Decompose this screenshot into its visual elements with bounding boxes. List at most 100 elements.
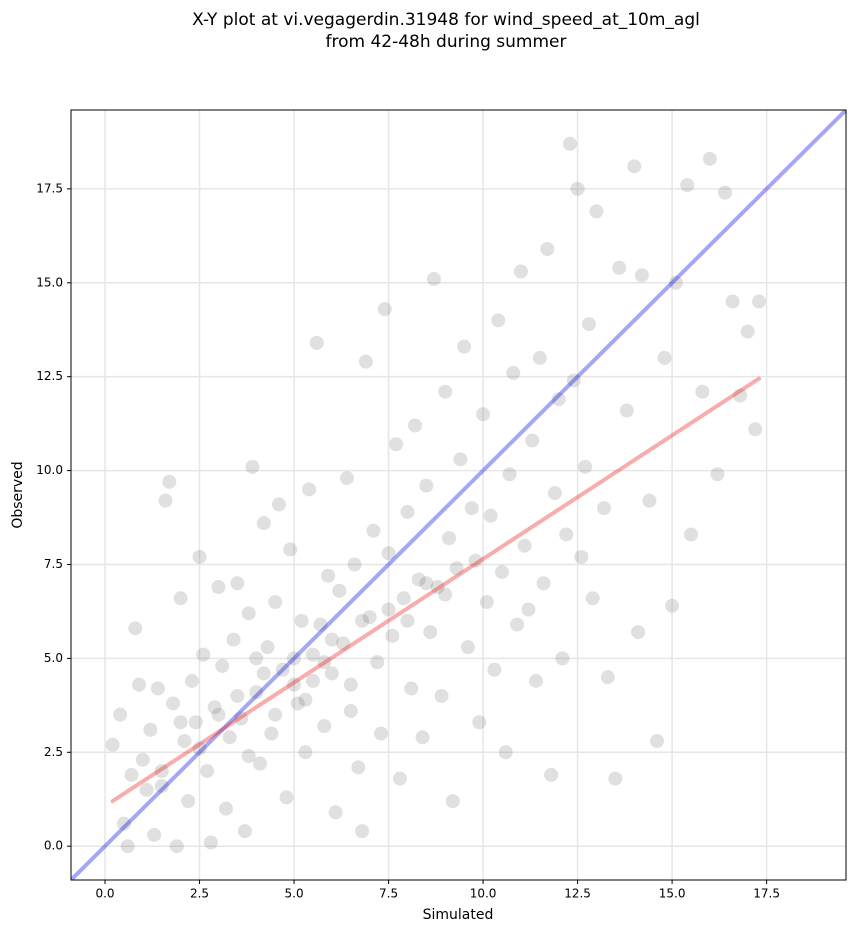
point — [260, 640, 275, 655]
point — [529, 673, 543, 688]
point — [358, 354, 373, 369]
point — [415, 730, 430, 745]
point — [589, 204, 604, 219]
point — [203, 835, 218, 850]
point — [381, 602, 396, 617]
point — [226, 632, 241, 647]
point — [665, 598, 680, 613]
point — [442, 531, 457, 546]
x-tick-label: 15.0 — [659, 887, 686, 901]
point — [710, 467, 725, 482]
point — [150, 681, 165, 696]
x-tick-label: 2.5 — [190, 887, 209, 901]
point — [162, 474, 177, 489]
point — [147, 827, 162, 842]
point — [649, 734, 664, 749]
y-tick-label: 0.0 — [44, 839, 63, 853]
point — [570, 181, 585, 196]
point — [457, 339, 472, 354]
point — [502, 467, 517, 482]
point — [597, 501, 612, 516]
point — [600, 670, 615, 685]
point — [275, 662, 290, 677]
point — [222, 730, 237, 745]
point — [494, 565, 509, 579]
point — [268, 707, 283, 722]
point — [430, 580, 445, 595]
point — [578, 459, 593, 474]
point — [169, 839, 184, 854]
point — [445, 794, 460, 809]
x-axis-label: Simulated — [423, 907, 494, 923]
point — [491, 313, 506, 328]
point — [154, 764, 169, 779]
point — [540, 241, 555, 256]
point — [305, 673, 320, 688]
point — [419, 576, 434, 591]
plot-frame — [70, 109, 847, 881]
point — [517, 538, 532, 553]
point — [385, 628, 400, 643]
point — [684, 527, 698, 542]
point — [555, 651, 570, 666]
point — [196, 647, 211, 662]
point — [532, 350, 547, 365]
point — [370, 655, 385, 670]
point — [211, 580, 226, 595]
point — [733, 388, 748, 403]
point — [392, 771, 407, 786]
point — [574, 549, 589, 564]
y-tick-label: 2.5 — [44, 745, 63, 759]
point — [460, 640, 475, 655]
point — [487, 662, 502, 677]
y-tick-label: 5.0 — [44, 651, 63, 665]
x-tick-label: 7.5 — [379, 887, 398, 901]
point — [324, 632, 339, 647]
point — [438, 384, 453, 399]
point — [317, 719, 332, 733]
point — [287, 677, 302, 692]
point — [298, 692, 313, 707]
point — [245, 459, 260, 474]
point — [234, 711, 249, 726]
point — [139, 782, 154, 797]
point — [366, 523, 381, 538]
point — [544, 767, 559, 782]
point — [237, 824, 252, 839]
point — [718, 185, 733, 200]
point — [377, 302, 392, 317]
point — [347, 557, 362, 572]
point — [608, 771, 623, 786]
point — [192, 549, 207, 564]
point — [321, 568, 336, 583]
point — [631, 625, 646, 640]
point — [332, 583, 347, 598]
point — [513, 264, 528, 279]
chart-title: from 42-48h during summer — [326, 32, 567, 52]
x-tick-label: 10.0 — [470, 887, 497, 901]
point — [120, 839, 135, 854]
point — [355, 613, 370, 628]
point — [309, 335, 324, 350]
point — [256, 666, 271, 681]
point — [317, 655, 332, 670]
point — [404, 681, 419, 696]
point — [498, 745, 513, 760]
point — [740, 324, 755, 339]
point — [124, 767, 139, 782]
y-tick-label: 15.0 — [36, 275, 63, 289]
point — [400, 613, 415, 628]
point — [657, 350, 672, 365]
point — [173, 591, 188, 606]
x-tick-label: 17.5 — [753, 887, 780, 901]
point — [113, 707, 128, 722]
point — [166, 696, 181, 711]
point — [449, 561, 464, 576]
point — [408, 418, 423, 433]
point — [389, 437, 404, 452]
point — [219, 801, 233, 816]
point — [725, 294, 740, 309]
point — [177, 734, 192, 749]
point — [551, 392, 566, 407]
point — [268, 595, 283, 610]
